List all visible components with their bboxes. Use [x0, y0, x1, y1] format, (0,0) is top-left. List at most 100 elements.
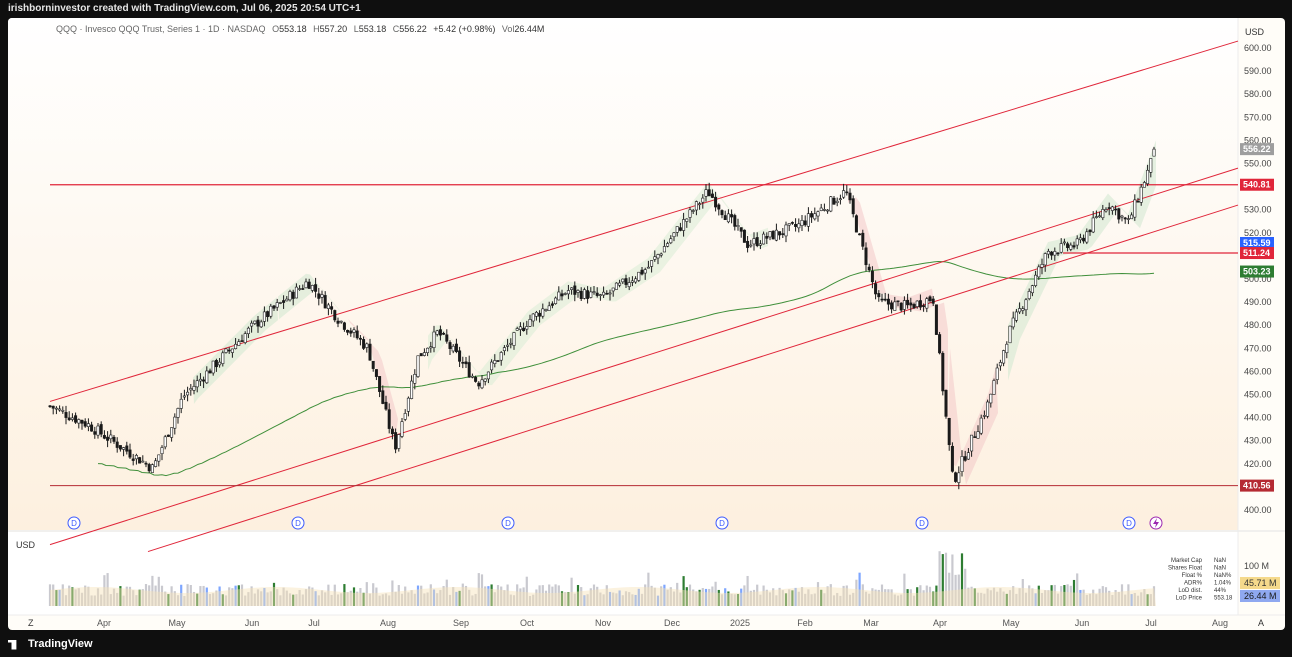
stats-table: Market Cap NaN Shares Float NaN Float % NaN% A… [1168, 558, 1233, 602]
candle-body [51, 405, 55, 409]
candle-body [160, 447, 164, 455]
month-label: Nov [595, 618, 612, 628]
volume-bar [192, 591, 196, 606]
stat-value: 553.18 [1214, 596, 1233, 602]
candle-body [730, 214, 734, 218]
volume-bar [404, 586, 407, 606]
volume-bar [1028, 585, 1031, 606]
volume-bar [135, 595, 138, 606]
month-label: Aug [380, 618, 396, 628]
volume-bar [240, 584, 244, 606]
volume-bar [215, 590, 218, 606]
candle-body [352, 329, 356, 333]
volume-bar [736, 593, 740, 606]
candle-body [554, 297, 558, 304]
volume-bar [330, 594, 333, 606]
candle-body [333, 310, 337, 321]
volume-bar [285, 590, 288, 606]
candle-body [810, 213, 814, 218]
volume-bar [554, 584, 557, 606]
candle-body [1024, 299, 1028, 311]
candle-body [122, 447, 126, 450]
candle-body [630, 280, 634, 283]
volume-bar [586, 594, 589, 606]
candle-body [384, 401, 388, 410]
volume-bar [845, 585, 848, 606]
candle-body [483, 378, 487, 382]
candle-body [432, 331, 436, 348]
candle-body [1117, 208, 1121, 220]
volume-bar [160, 585, 164, 606]
candle-body [499, 352, 503, 361]
candle-body [966, 452, 970, 460]
volume-bar [1095, 594, 1098, 606]
volume-bar [999, 588, 1002, 606]
time-axis-labels: Apr May Jun Jul Aug Sep Oct Nov Dec 2025 Feb Mar Apr… [97, 618, 1228, 628]
volume-bar [407, 592, 410, 606]
candle-body [410, 380, 414, 399]
candle-body [909, 302, 913, 306]
candle-body [387, 409, 391, 429]
candle-body [1098, 215, 1102, 218]
price-tick-label: 590.00 [1244, 66, 1272, 76]
volume-bar [413, 593, 416, 606]
volume-bar [989, 590, 992, 606]
candle-body [83, 421, 87, 427]
volume-bar [362, 592, 365, 606]
volume-bar [788, 589, 791, 606]
candle-body [576, 290, 580, 293]
volume-bar [1008, 590, 1012, 606]
candle-body [742, 229, 746, 243]
stat-label: ADR% [1184, 581, 1203, 587]
candle-body [90, 424, 94, 432]
volume-bar [493, 592, 496, 606]
volume-bar [231, 588, 234, 606]
candle-body [413, 374, 417, 384]
volume-bar [301, 594, 304, 606]
candle-body [1088, 229, 1092, 233]
horizontal-levels [50, 184, 1238, 487]
candle-body [1139, 186, 1143, 203]
month-label: Sep [453, 618, 469, 628]
volume-bar [125, 586, 128, 606]
volume-bar [327, 584, 330, 606]
chart-canvas[interactable]: 600.00 590.00 580.00 570.00 560.00 550.00 540.… [8, 18, 1285, 630]
volume-bar [717, 589, 720, 606]
volume-bar [589, 588, 592, 606]
candle-body [195, 380, 199, 388]
volume-bar [410, 590, 413, 606]
volume-bar [247, 592, 250, 606]
volume-bar [439, 590, 442, 606]
volume-bar [173, 591, 176, 606]
volume-badge-ma-text: 45.71 M [1244, 578, 1277, 588]
price-badge-text: 410.56 [1243, 481, 1271, 491]
candle-body [163, 436, 167, 448]
candle-body [518, 326, 522, 330]
candle-body [266, 311, 270, 318]
candle-body [806, 213, 810, 227]
volume-bar [762, 585, 765, 606]
volume-bar [631, 594, 634, 606]
candle-body [125, 445, 129, 452]
candle-body [461, 362, 465, 364]
volume-bar [317, 595, 320, 606]
candle-body [54, 407, 58, 410]
candle-body [621, 278, 625, 283]
candle-body [470, 375, 474, 378]
candle-body [317, 293, 321, 299]
volume-bar [640, 593, 644, 606]
volume-bar [279, 595, 282, 606]
volume-bar [608, 591, 612, 606]
volume-bar [708, 588, 711, 606]
volume-bar [612, 592, 615, 606]
volume-bar [948, 572, 951, 606]
price-badge [1240, 265, 1274, 278]
tradingview-logo[interactable]: TradingView [8, 632, 93, 657]
candle-body [627, 282, 631, 287]
volume-axis-label: 100 M [1244, 561, 1269, 571]
volume-bar [816, 582, 820, 606]
candle-body [205, 370, 209, 384]
volume-bar [765, 589, 768, 606]
volume-bar [320, 590, 324, 606]
stat-label: LoD dist. [1178, 588, 1202, 594]
